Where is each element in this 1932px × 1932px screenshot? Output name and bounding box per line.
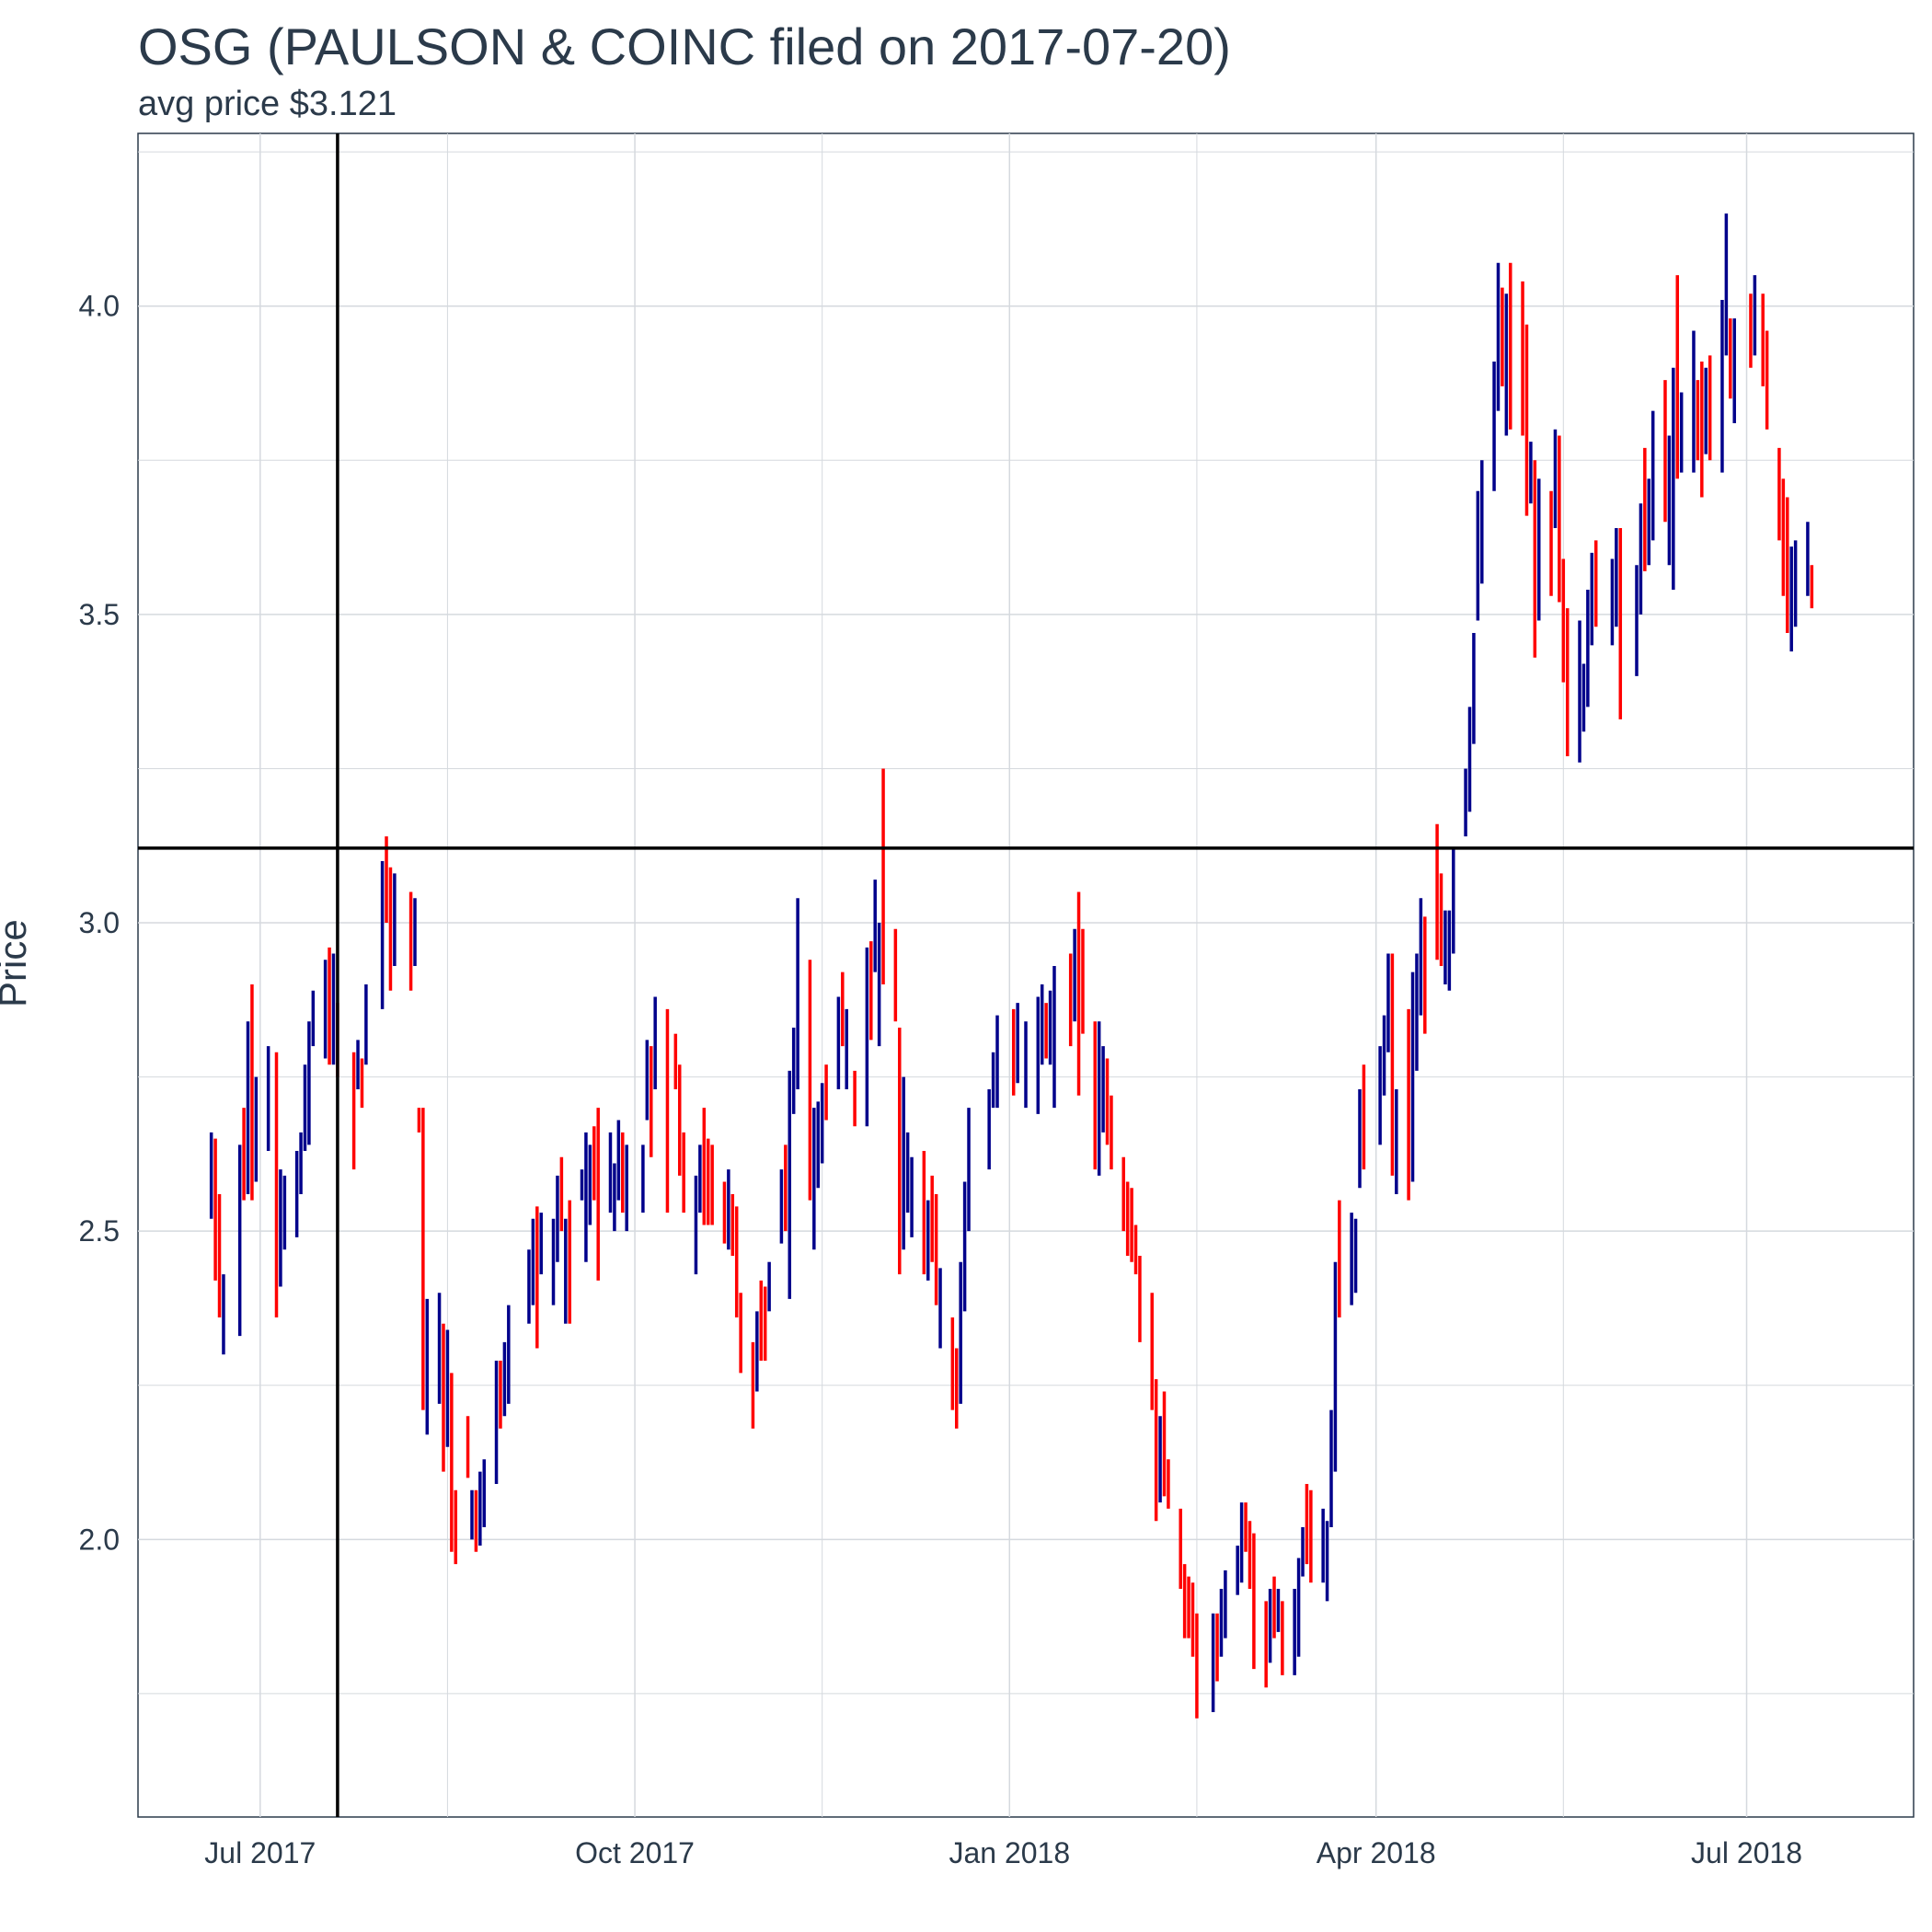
x-tick-label: Jan 2018 <box>949 1836 1070 1869</box>
y-tick-label: 4.0 <box>79 290 120 323</box>
x-tick-label: Jul 2017 <box>204 1836 316 1869</box>
y-tick-label: 3.0 <box>79 906 120 939</box>
ohlc-bars <box>209 213 1814 1719</box>
y-tick-label: 3.5 <box>79 598 120 631</box>
chart-title: OSG (PAULSON & COINC filed on 2017-07-20… <box>138 17 1231 75</box>
plot-panel <box>137 132 1915 1818</box>
x-axis-ticks: Jul 2017 Oct 2017 Jan 2018 Apr 2018 Jul 2018 <box>204 1836 1802 1869</box>
y-tick-label: 2.0 <box>79 1523 120 1556</box>
reference-lines <box>138 133 1914 1817</box>
major-grid <box>138 133 1914 1817</box>
x-tick-label: Apr 2018 <box>1317 1836 1436 1869</box>
x-tick-label: Oct 2017 <box>575 1836 695 1869</box>
x-tick-label: Jul 2018 <box>1691 1836 1802 1869</box>
chart-subtitle: avg price $3.121 <box>138 85 397 123</box>
y-tick-label: 2.5 <box>79 1214 120 1248</box>
y-axis-ticks: 2.0 2.5 3.0 3.5 4.0 <box>79 290 120 1557</box>
